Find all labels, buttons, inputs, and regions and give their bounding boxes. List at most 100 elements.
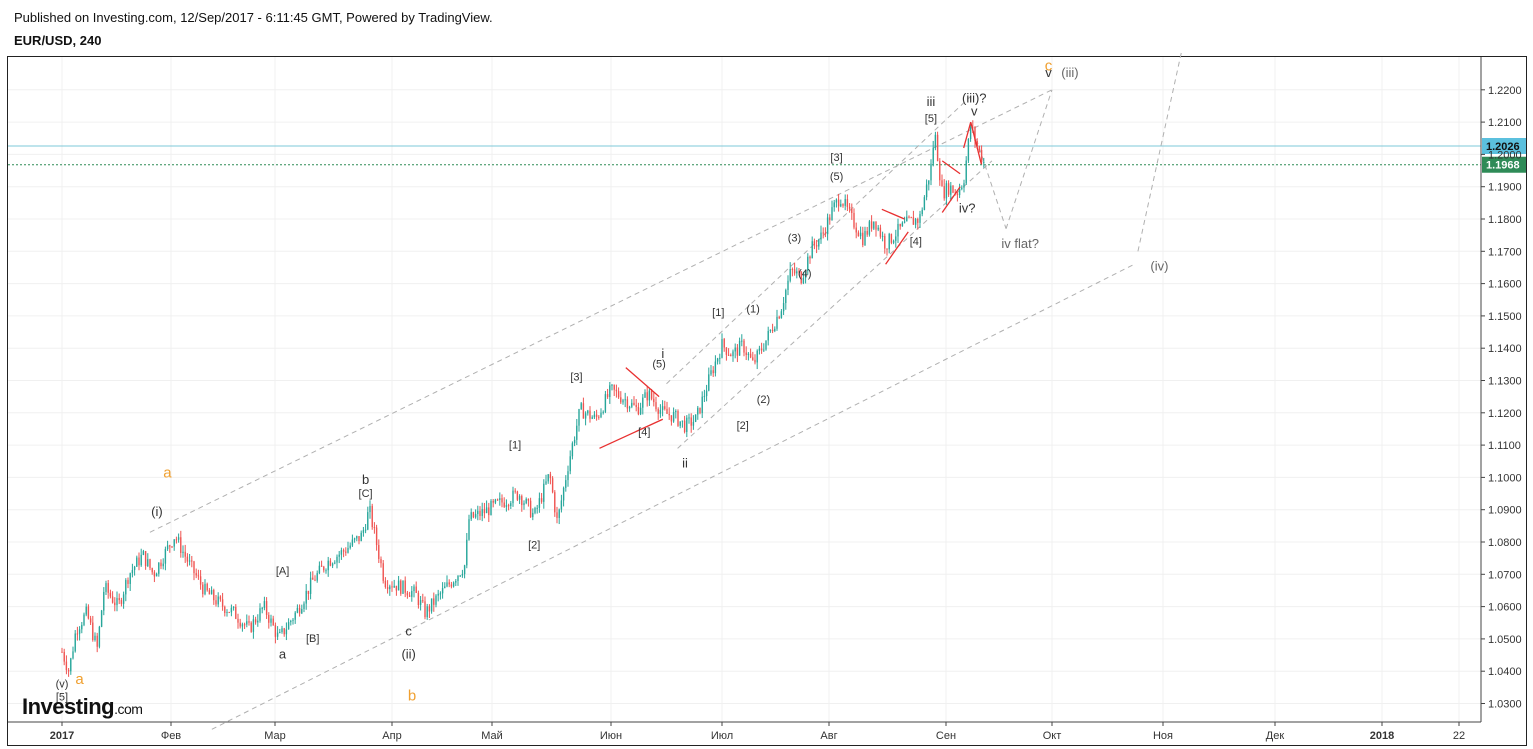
candle-body	[83, 614, 85, 625]
candle-body	[932, 147, 934, 164]
candle-body	[771, 329, 774, 332]
candle-body	[345, 551, 347, 553]
wave-label: (3)	[788, 233, 801, 245]
candle-body	[232, 606, 235, 608]
wave-label: (5)	[652, 359, 665, 371]
candle-body	[554, 492, 556, 513]
candle-body	[228, 612, 230, 614]
candle-body	[776, 316, 778, 329]
candle-body	[452, 582, 455, 587]
candle-body	[171, 546, 173, 548]
wave-label: a	[163, 464, 172, 481]
candle-body	[613, 384, 615, 390]
candle-body	[239, 622, 241, 627]
candle-body	[532, 512, 534, 518]
candle-body	[527, 498, 530, 501]
candle-body	[411, 591, 413, 597]
candle-body	[446, 582, 448, 587]
candle-body	[752, 357, 754, 360]
candle-body	[947, 183, 950, 195]
candle-body	[815, 245, 818, 247]
candle-body	[675, 410, 677, 413]
x-axis: 2017 Фев Мар Апр Май Июн Июл Авг Сен Окт Ноя Дек 201…	[8, 721, 1481, 742]
candle-body	[648, 390, 651, 401]
candle-body	[547, 474, 549, 482]
candle-body	[802, 278, 805, 284]
candle-body	[626, 399, 629, 409]
candle-body	[818, 239, 820, 247]
candle-body	[477, 510, 479, 515]
x-tick-label: Окт	[1043, 730, 1062, 742]
candle-body	[602, 411, 604, 413]
candle-body	[782, 303, 785, 312]
candle-body	[169, 545, 171, 547]
candle-body	[184, 551, 186, 557]
candle-body	[928, 180, 930, 185]
y-tick-label: 1.1700	[1488, 246, 1522, 258]
candle-body	[320, 565, 323, 567]
wave-label: [4]	[638, 426, 650, 438]
candle-body	[963, 183, 965, 188]
x-tick-label: Авг	[820, 730, 837, 742]
candle-body	[136, 557, 138, 567]
candle-body	[160, 562, 162, 567]
candle-body	[461, 574, 464, 576]
candle-body	[70, 658, 72, 672]
candle-body	[230, 607, 233, 613]
candle-body	[710, 370, 712, 375]
candle-body	[441, 588, 444, 594]
candle-body	[224, 606, 226, 613]
candle-body	[111, 596, 114, 603]
price-tag	[1482, 138, 1526, 155]
candle-body	[287, 622, 290, 630]
wave-label: (1)	[746, 304, 759, 316]
candle-body	[155, 573, 158, 577]
candle-body	[571, 443, 574, 457]
candle-body	[219, 596, 222, 600]
candle-body	[485, 507, 488, 514]
candle-body	[732, 351, 734, 357]
y-tick-label: 1.1500	[1488, 311, 1522, 323]
candle-body	[298, 607, 301, 614]
candle-body	[730, 354, 732, 357]
candle-body	[716, 358, 719, 362]
candle-body	[736, 347, 739, 356]
wave-label: b	[362, 472, 369, 487]
candle-body	[391, 586, 393, 588]
candle-body	[631, 402, 633, 407]
candle-body	[807, 256, 809, 271]
candle-body	[507, 505, 510, 507]
candle-body	[694, 414, 697, 422]
candle-body	[206, 583, 208, 591]
candle-body	[329, 560, 332, 566]
price-tag-label: 1.2026	[1486, 141, 1520, 153]
candle-body	[587, 410, 589, 414]
candle-body	[202, 584, 204, 595]
candle-body	[285, 629, 288, 635]
candle-body	[173, 539, 175, 547]
investing-logo[interactable]: Investing.com	[22, 694, 143, 720]
candle-body	[556, 512, 558, 518]
candle-body	[835, 199, 838, 203]
candle-body	[879, 227, 882, 237]
candle-body	[851, 208, 853, 213]
candle-body	[428, 606, 431, 612]
candle-body	[846, 199, 849, 207]
candle-body	[151, 568, 153, 573]
candle-body	[763, 349, 765, 351]
candle-body	[72, 651, 74, 659]
wave-label: [B]	[306, 633, 319, 645]
candle-body	[367, 512, 369, 530]
candle-body	[109, 592, 112, 597]
candle-body	[133, 566, 136, 570]
candle-body	[450, 584, 453, 587]
candle-body	[175, 539, 178, 541]
x-tick-label: Июл	[711, 730, 733, 742]
candle-body	[301, 609, 303, 614]
candle-body	[516, 491, 519, 500]
candle-body	[578, 409, 580, 426]
candle-body	[466, 539, 468, 566]
candle-body	[917, 218, 919, 223]
candle-body	[853, 212, 855, 228]
